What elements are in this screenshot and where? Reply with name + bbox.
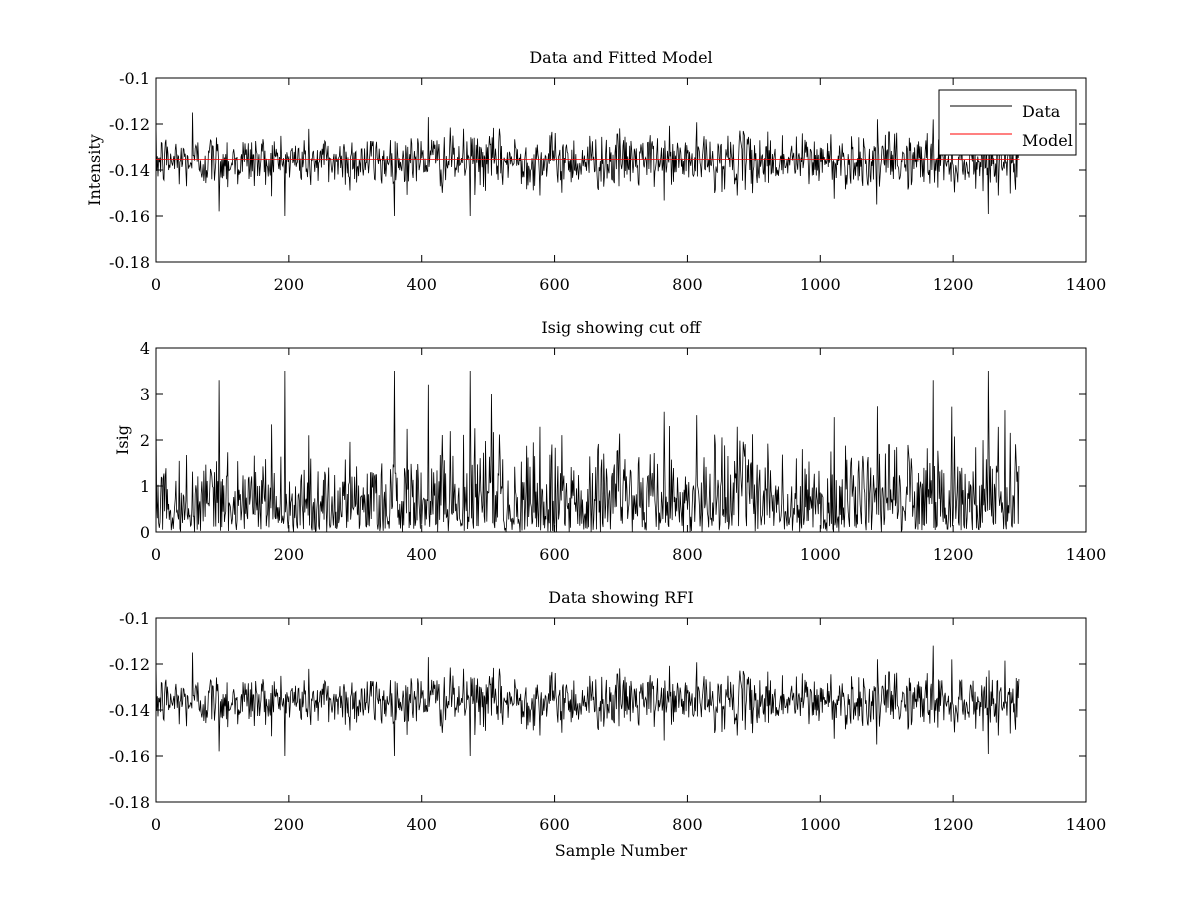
chart-title: Data and Fitted Model	[529, 48, 712, 67]
x-tick-label: 600	[539, 815, 570, 834]
legend-box	[938, 89, 1077, 156]
x-tick-label: 1200	[933, 815, 974, 834]
x-tick-label: 1000	[800, 275, 841, 294]
x-tick-label: 200	[274, 815, 305, 834]
chart-title: Isig showing cut off	[541, 318, 702, 337]
x-tick-label: 0	[151, 275, 161, 294]
x-tick-label: 200	[274, 275, 305, 294]
tick-labels: 0 200 400 600 800 1000 1200 1400 -0.18 -0.16 -0.14…	[109, 69, 1106, 294]
y-tick-label: -0.18	[109, 253, 150, 272]
x-tick-label: 600	[539, 545, 570, 564]
x-tick-label: 1200	[933, 545, 974, 564]
y-tick-label: 4	[140, 339, 150, 358]
y-tick-label: -0.12	[109, 115, 150, 134]
x-tick-label: 800	[672, 545, 703, 564]
legend: Data Model	[938, 89, 1077, 156]
y-tick-label: 1	[140, 477, 150, 496]
x-tick-label: 400	[406, 815, 437, 834]
x-tick-label: 600	[539, 275, 570, 294]
tick-labels: 0 200 400 600 800 1000 1200 1400 0 1 2 3 4	[140, 339, 1107, 564]
y-axis-label: Isig	[113, 425, 132, 455]
x-tick-label: 1400	[1066, 545, 1107, 564]
x-axis-label: Sample Number	[555, 841, 688, 860]
y-tick-label: -0.12	[109, 655, 150, 674]
x-tick-label: 200	[274, 545, 305, 564]
y-tick-label: -0.14	[109, 701, 150, 720]
y-tick-label: -0.16	[109, 207, 150, 226]
plot-marks	[155, 370, 1020, 532]
x-tick-label: 1000	[800, 545, 841, 564]
legend-entry-model: Model	[1022, 131, 1073, 150]
y-tick-label: -0.14	[109, 161, 150, 180]
series-line	[155, 645, 1020, 757]
x-tick-label: 400	[406, 545, 437, 564]
y-axis-label: Intensity	[85, 134, 104, 206]
plot-marks	[155, 112, 1020, 217]
chart-title: Data showing RFI	[548, 588, 693, 607]
legend-entry-data: Data	[1022, 102, 1061, 121]
x-tick-label: 1400	[1066, 275, 1107, 294]
y-tick-label: 0	[140, 523, 150, 542]
tick-marks	[155, 347, 1087, 533]
y-tick-label: -0.18	[109, 793, 150, 812]
x-tick-label: 1200	[933, 275, 974, 294]
x-tick-label: 1400	[1066, 815, 1107, 834]
y-tick-label: -0.1	[119, 69, 150, 88]
panel-data-showing-rfi: 0 200 400 600 800 1000 1200 1400 -0.18 -0.16 -0.14…	[109, 588, 1106, 860]
x-tick-label: 800	[672, 275, 703, 294]
x-tick-label: 400	[406, 275, 437, 294]
y-tick-label: -0.16	[109, 747, 150, 766]
plot-marks	[155, 645, 1020, 757]
y-tick-label: 2	[140, 431, 150, 450]
panel-isig-showing-cut-off: 0 200 400 600 800 1000 1200 1400 0 1 2 3 4 Isig show…	[113, 318, 1106, 564]
series-data	[155, 112, 1020, 217]
series-line	[155, 370, 1020, 532]
tick-marks	[155, 617, 1087, 803]
x-tick-label: 1000	[800, 815, 841, 834]
x-tick-label: 0	[151, 815, 161, 834]
tick-labels: 0 200 400 600 800 1000 1200 1400 -0.18 -0.16 -0.14…	[109, 609, 1106, 834]
tick-marks	[155, 77, 1087, 263]
y-tick-label: 3	[140, 385, 150, 404]
x-tick-label: 800	[672, 815, 703, 834]
plot-area	[155, 617, 1087, 803]
panel-data-and-fitted-model: 0 200 400 600 800 1000 1200 1400 -0.18 -0.16 -0.14…	[85, 48, 1106, 294]
x-tick-label: 0	[151, 545, 161, 564]
y-tick-label: -0.1	[119, 609, 150, 628]
